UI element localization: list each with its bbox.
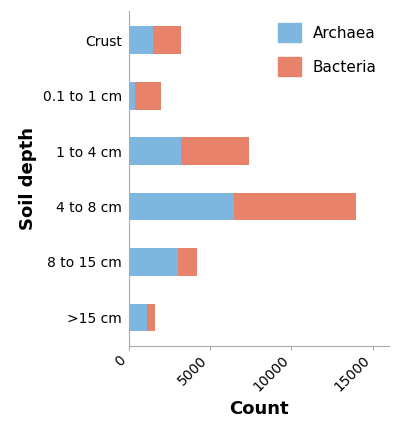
- Y-axis label: Soil depth: Soil depth: [19, 127, 37, 230]
- Bar: [129, 248, 178, 276]
- Bar: [129, 193, 234, 221]
- Bar: [129, 26, 153, 54]
- Bar: [153, 26, 181, 54]
- Bar: [181, 137, 249, 165]
- Bar: [234, 193, 356, 221]
- Bar: [135, 82, 161, 109]
- Bar: [129, 137, 181, 165]
- Bar: [147, 303, 155, 331]
- Legend: Archaea, Bacteria: Archaea, Bacteria: [273, 19, 381, 81]
- Bar: [129, 303, 147, 331]
- Bar: [178, 248, 197, 276]
- Bar: [129, 82, 135, 109]
- X-axis label: Count: Count: [229, 400, 289, 418]
